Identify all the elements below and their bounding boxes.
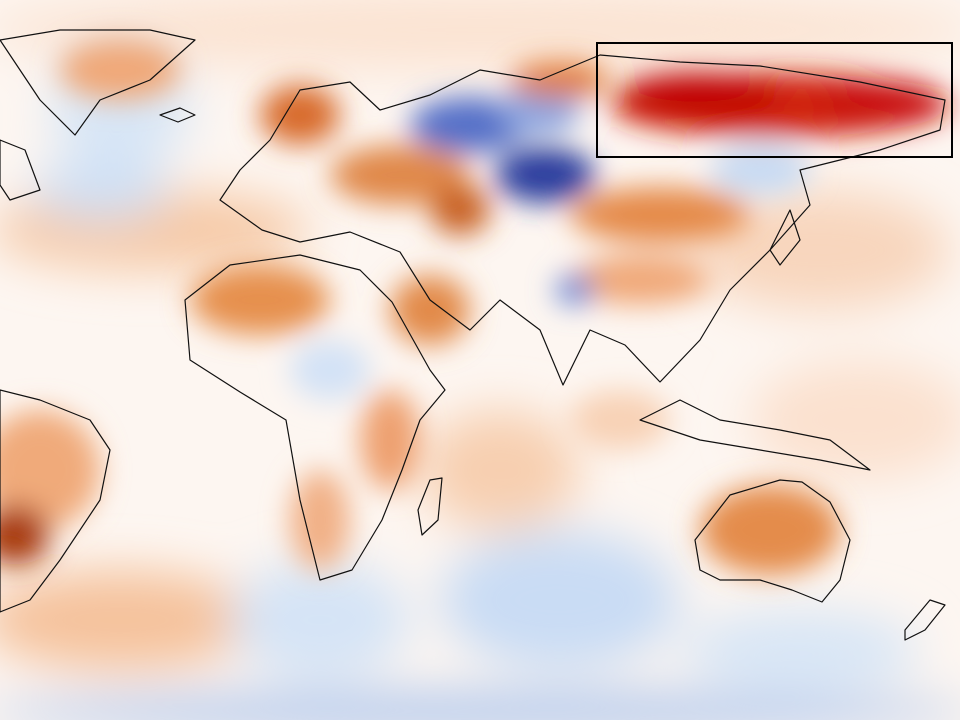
new-zealand bbox=[904, 599, 946, 641]
eurasia bbox=[219, 54, 946, 386]
africa bbox=[184, 254, 446, 581]
south-america bbox=[0, 389, 111, 613]
maritime-asia bbox=[639, 399, 871, 471]
coastlines bbox=[0, 29, 946, 641]
madagascar bbox=[417, 477, 443, 536]
highlight-box bbox=[596, 42, 953, 158]
iceland bbox=[159, 107, 196, 123]
greenland bbox=[0, 29, 196, 136]
japan bbox=[769, 209, 801, 266]
north-america bbox=[0, 139, 41, 201]
australia bbox=[694, 479, 851, 603]
